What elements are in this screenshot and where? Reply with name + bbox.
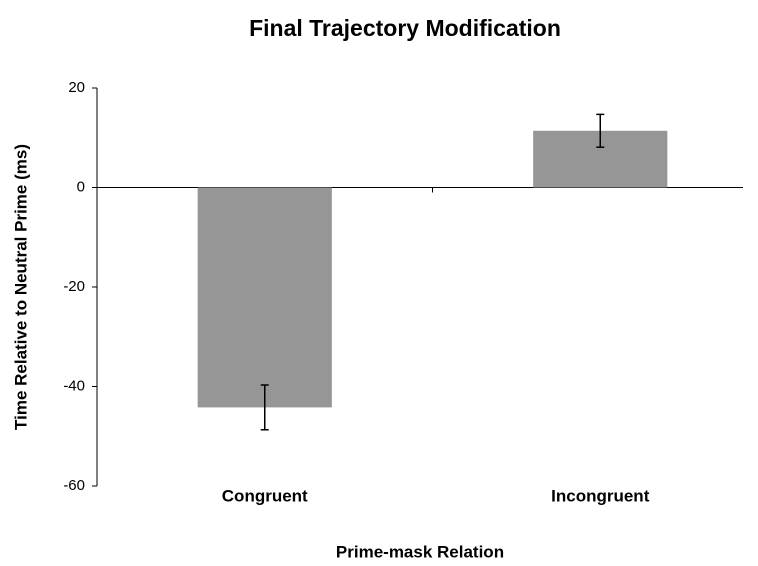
error-bar xyxy=(596,113,605,148)
x-tick-label: Congruent xyxy=(222,486,308,505)
bar xyxy=(197,187,332,408)
error-bar xyxy=(260,384,269,431)
y-tick-label: -60 xyxy=(63,477,85,494)
y-tick-label: 20 xyxy=(68,79,85,96)
x-tick-label: Incongruent xyxy=(551,486,650,505)
x-axis-label: Prime-mask Relation xyxy=(336,542,504,561)
y-tick-label: -40 xyxy=(63,377,85,394)
y-axis-label: Time Relative to Neutral Prime (ms) xyxy=(11,144,30,430)
chart-title: Final Trajectory Modification xyxy=(249,15,561,41)
y-tick-label: 0 xyxy=(77,178,85,195)
y-tick-label: -20 xyxy=(63,278,85,295)
